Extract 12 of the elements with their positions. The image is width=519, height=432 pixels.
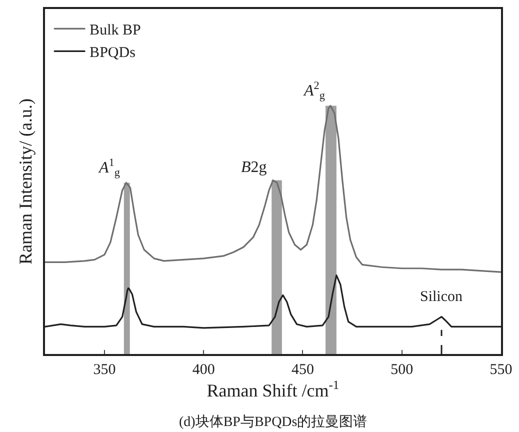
text: (d)块体BP与BPQDs的拉曼图谱 bbox=[179, 414, 368, 430]
x-tick-label: 550 bbox=[490, 362, 512, 378]
x-axis-title: Raman Shift /cm$^{-1}$ bbox=[206, 378, 340, 401]
x-tick-label: 500 bbox=[390, 362, 414, 378]
y-axis-title: Raman Intensity/ (a.u.) bbox=[16, 98, 36, 264]
x-tick-label: 450 bbox=[291, 362, 314, 378]
annotation: B2g bbox=[241, 159, 267, 176]
x-tick-label: 350 bbox=[93, 362, 116, 378]
legend-label: Bulk BP bbox=[90, 22, 141, 39]
legend-label: BPQDs bbox=[90, 45, 136, 62]
ref-line-label: Silicon bbox=[420, 289, 463, 305]
x-tick-label: 400 bbox=[192, 362, 215, 378]
